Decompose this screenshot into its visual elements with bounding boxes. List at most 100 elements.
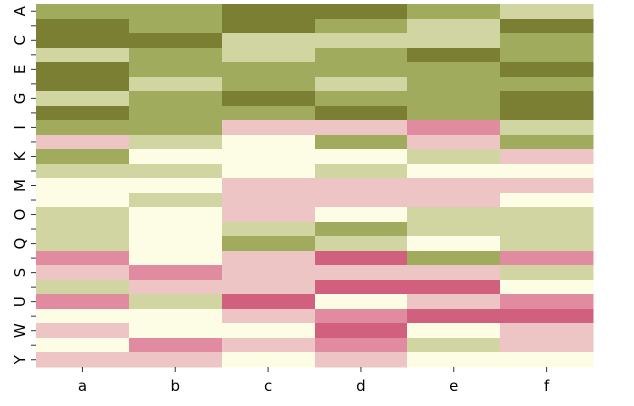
heatmap-cell-I-a <box>36 120 130 136</box>
heatmap-cell-T-b <box>129 280 223 295</box>
heatmap-cell-I-c <box>222 120 316 136</box>
heatmap-cell-C-f <box>500 33 594 49</box>
heatmap-cell-G-f <box>500 91 594 107</box>
y-tick-label-S: S <box>11 268 29 278</box>
heatmap-cell-K-b <box>129 149 223 165</box>
heatmap-cell-W-a <box>36 323 130 339</box>
heatmap-cell-G-a <box>36 91 130 107</box>
heatmap-cells <box>36 4 594 368</box>
heatmap-cell-P-c <box>222 222 316 237</box>
heatmap-cell-U-c <box>222 294 316 310</box>
heatmap-cell-V-f <box>500 309 594 324</box>
heatmap-cell-D-c <box>222 48 316 63</box>
y-tick-label-M: M <box>11 179 29 192</box>
heatmap-cell-E-a <box>36 62 130 78</box>
heatmap-cell-G-b <box>129 91 223 107</box>
heatmap-cell-V-c <box>222 309 316 324</box>
heatmap-cell-H-c <box>222 106 316 121</box>
x-tick-label-e: e <box>449 377 458 395</box>
heatmap-cell-F-d <box>315 77 408 92</box>
heatmap-cell-K-d <box>315 149 408 165</box>
x-tick-label-f: f <box>544 377 550 395</box>
heatmap-cell-U-f <box>500 294 594 310</box>
heatmap-cell-M-d <box>315 178 408 194</box>
heatmap-cell-X-d <box>315 338 408 353</box>
heatmap-cell-B-d <box>315 19 408 34</box>
heatmap-cell-Q-c <box>222 236 316 252</box>
heatmap-cell-K-a <box>36 149 130 165</box>
heatmap-cell-D-d <box>315 48 408 63</box>
heatmap-cell-W-e <box>407 323 501 339</box>
heatmap-cell-F-f <box>500 77 594 92</box>
heatmap-cell-T-f <box>500 280 594 295</box>
heatmap-cell-S-f <box>500 265 594 281</box>
heatmap-cell-D-e <box>407 48 501 63</box>
heatmap-cell-R-b <box>129 251 223 266</box>
heatmap-cell-J-a <box>36 135 130 150</box>
heatmap-cell-A-c <box>222 4 316 20</box>
heatmap-cell-C-b <box>129 33 223 49</box>
heatmap-cell-C-c <box>222 33 316 49</box>
heatmap-cell-U-e <box>407 294 501 310</box>
heatmap-cell-J-f <box>500 135 594 150</box>
heatmap-cell-S-e <box>407 265 501 281</box>
heatmap-cell-J-c <box>222 135 316 150</box>
heatmap-cell-X-c <box>222 338 316 353</box>
heatmap-cell-F-e <box>407 77 501 92</box>
heatmap-cell-W-c <box>222 323 316 339</box>
heatmap-cell-J-d <box>315 135 408 150</box>
heatmap-cell-U-a <box>36 294 130 310</box>
heatmap-cell-I-d <box>315 120 408 136</box>
heatmap-cell-E-f <box>500 62 594 78</box>
heatmap-cell-N-a <box>36 193 130 208</box>
heatmap-cell-Y-c <box>222 352 316 368</box>
heatmap-cell-M-b <box>129 178 223 194</box>
heatmap-cell-S-b <box>129 265 223 281</box>
heatmap-cell-B-a <box>36 19 130 34</box>
heatmap-cell-Q-b <box>129 236 223 252</box>
y-tick-label-O: O <box>11 209 29 221</box>
heatmap-cell-V-b <box>129 309 223 324</box>
heatmap-cell-Q-d <box>315 236 408 252</box>
heatmap-cell-F-a <box>36 77 130 92</box>
heatmap-cell-K-f <box>500 149 594 165</box>
heatmap-cell-O-c <box>222 207 316 223</box>
heatmap-cell-T-a <box>36 280 130 295</box>
heatmap-cell-N-d <box>315 193 408 208</box>
heatmap-cell-A-a <box>36 4 130 20</box>
heatmap-cell-M-f <box>500 178 594 194</box>
heatmap-cell-E-d <box>315 62 408 78</box>
heatmap-cell-V-a <box>36 309 130 324</box>
heatmap-cell-L-a <box>36 164 130 179</box>
y-tick-label-Q: Q <box>11 238 29 250</box>
heatmap-cell-N-f <box>500 193 594 208</box>
heatmap-cell-S-a <box>36 265 130 281</box>
heatmap-cell-I-f <box>500 120 594 136</box>
heatmap-cell-L-f <box>500 164 594 179</box>
heatmap-cell-I-b <box>129 120 223 136</box>
heatmap-cell-U-d <box>315 294 408 310</box>
heatmap-cell-O-d <box>315 207 408 223</box>
heatmap-cell-H-f <box>500 106 594 121</box>
heatmap-cell-J-e <box>407 135 501 150</box>
heatmap-cell-B-f <box>500 19 594 34</box>
y-tick-label-C: C <box>11 35 29 45</box>
x-tick-label-b: b <box>170 377 180 395</box>
heatmap-cell-D-b <box>129 48 223 63</box>
heatmap-cell-O-a <box>36 207 130 223</box>
heatmap-cell-A-e <box>407 4 501 20</box>
heatmap-cell-E-b <box>129 62 223 78</box>
y-tick-label-I: I <box>11 125 29 129</box>
x-tick-label-a: a <box>78 377 87 395</box>
heatmap-cell-Y-b <box>129 352 223 368</box>
heatmap-cell-B-c <box>222 19 316 34</box>
heatmap-cell-B-e <box>407 19 501 34</box>
heatmap-cell-P-b <box>129 222 223 237</box>
heatmap-cell-A-f <box>500 4 594 20</box>
heatmap-cell-X-e <box>407 338 501 353</box>
heatmap-cell-E-c <box>222 62 316 78</box>
y-tick-label-U: U <box>11 296 29 307</box>
heatmap-cell-O-b <box>129 207 223 223</box>
heatmap-cell-X-a <box>36 338 130 353</box>
